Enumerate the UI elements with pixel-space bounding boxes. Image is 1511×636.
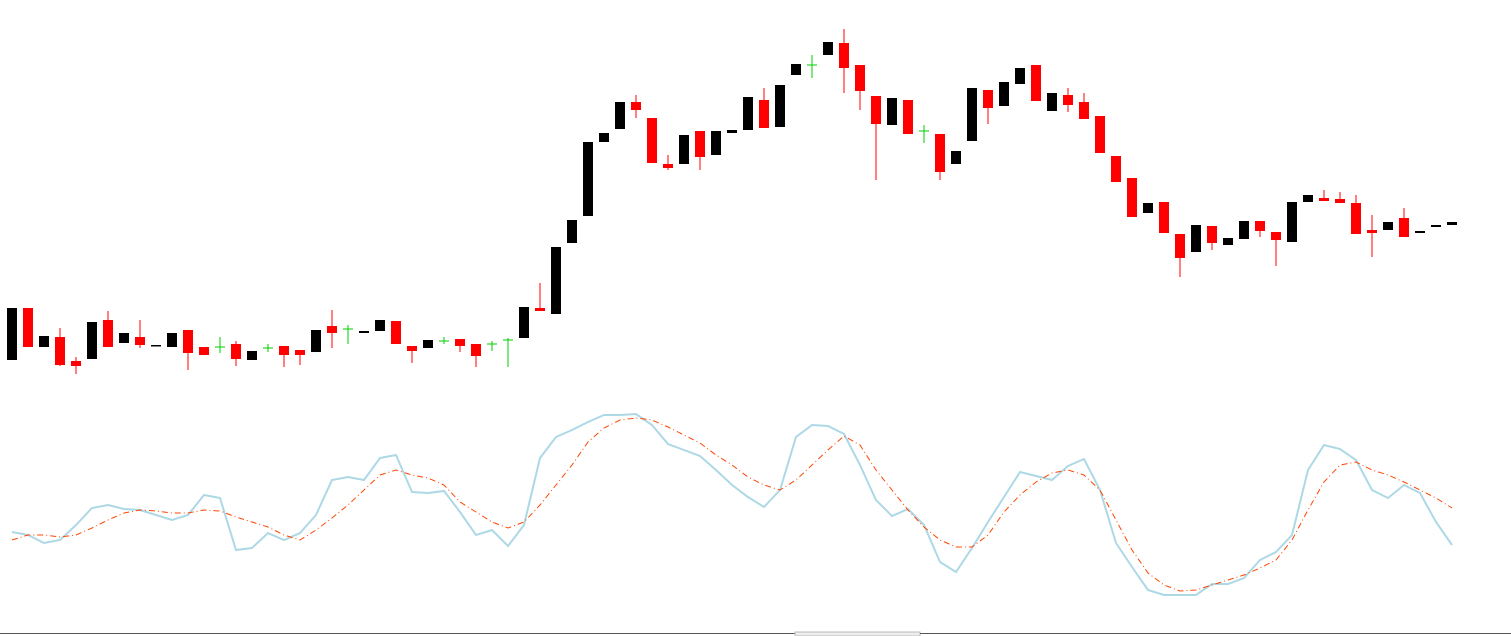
candle-body xyxy=(1271,232,1281,240)
candle-body xyxy=(1447,222,1457,225)
candle-body xyxy=(535,308,545,311)
candle-body xyxy=(983,90,993,108)
candle-body xyxy=(887,98,897,125)
candle-body xyxy=(39,336,49,347)
candle-body xyxy=(663,164,673,168)
candle-body xyxy=(519,307,529,338)
oscillator-line xyxy=(11,412,1453,596)
candle-body xyxy=(23,308,33,347)
candle-body xyxy=(7,308,17,360)
candle-body xyxy=(1063,95,1073,105)
candle-body xyxy=(647,118,657,163)
candle-body xyxy=(1207,226,1217,243)
candle-body xyxy=(967,88,977,141)
candle-body xyxy=(1431,225,1441,227)
candle-body xyxy=(135,337,145,345)
candle-body xyxy=(743,97,753,130)
candle-body xyxy=(247,351,257,360)
candle-body xyxy=(151,345,161,347)
candle-body xyxy=(775,85,785,127)
candle-body xyxy=(71,361,81,366)
candle-body xyxy=(1223,238,1233,245)
candle-body xyxy=(279,346,289,355)
candle-body xyxy=(1303,195,1313,202)
candle-body xyxy=(1079,102,1089,119)
candle-body xyxy=(55,337,65,365)
candle-body xyxy=(1175,234,1185,258)
candle-body xyxy=(471,344,481,356)
candle-body xyxy=(839,43,849,68)
candle-body xyxy=(1031,65,1041,101)
candle-body xyxy=(391,321,401,344)
candle-body xyxy=(1127,178,1137,217)
candle-body xyxy=(951,151,961,164)
candle-body xyxy=(1335,199,1345,203)
candle-body xyxy=(1111,156,1121,182)
candle-body xyxy=(1287,202,1297,242)
candle-body xyxy=(1383,222,1393,230)
candle-body xyxy=(599,133,609,142)
candle-body xyxy=(407,346,417,351)
candle-body xyxy=(311,330,321,352)
candle-body xyxy=(727,130,737,133)
candle-body xyxy=(199,347,209,355)
candle-body xyxy=(871,96,881,124)
candle-body xyxy=(327,326,337,333)
candle-body xyxy=(679,135,689,164)
candle-body xyxy=(231,344,241,359)
candle-body xyxy=(1239,221,1249,239)
candle-body xyxy=(615,102,625,129)
candle-body xyxy=(695,131,705,157)
oscillator-line xyxy=(11,417,1453,592)
candle-body xyxy=(759,100,769,128)
candle-body xyxy=(455,339,465,346)
candle-body xyxy=(1143,203,1153,213)
candle-body xyxy=(823,42,833,55)
candle-body xyxy=(423,340,433,348)
candle-body xyxy=(1191,225,1201,252)
candle-body xyxy=(903,100,913,134)
candle-body xyxy=(87,322,97,359)
candle-body xyxy=(1015,68,1025,84)
candle-body xyxy=(583,142,593,216)
scrollbar-thumb[interactable] xyxy=(794,631,921,636)
candle-body xyxy=(711,131,721,155)
candle-body xyxy=(1159,202,1169,233)
candle-body xyxy=(855,65,865,91)
candle-body xyxy=(1399,218,1409,237)
candle-body xyxy=(551,247,561,314)
candle-body xyxy=(631,102,641,110)
candle-body xyxy=(1095,116,1105,153)
candle-body xyxy=(103,320,113,347)
candle-body xyxy=(935,134,945,172)
candle-body xyxy=(1047,93,1057,111)
candle-body xyxy=(567,220,577,243)
candle-body xyxy=(295,350,305,355)
candle-body xyxy=(1255,221,1265,231)
candle-body xyxy=(119,333,129,343)
candle-body xyxy=(1415,231,1425,233)
candle-body xyxy=(1319,198,1329,201)
candle-body xyxy=(183,330,193,353)
candle-body xyxy=(375,320,385,331)
candle-body xyxy=(1367,230,1377,233)
candle-body xyxy=(359,331,369,333)
candle-body xyxy=(791,64,801,75)
candle-body xyxy=(1351,203,1361,234)
candle-body xyxy=(167,333,177,347)
candle-body xyxy=(999,82,1009,106)
